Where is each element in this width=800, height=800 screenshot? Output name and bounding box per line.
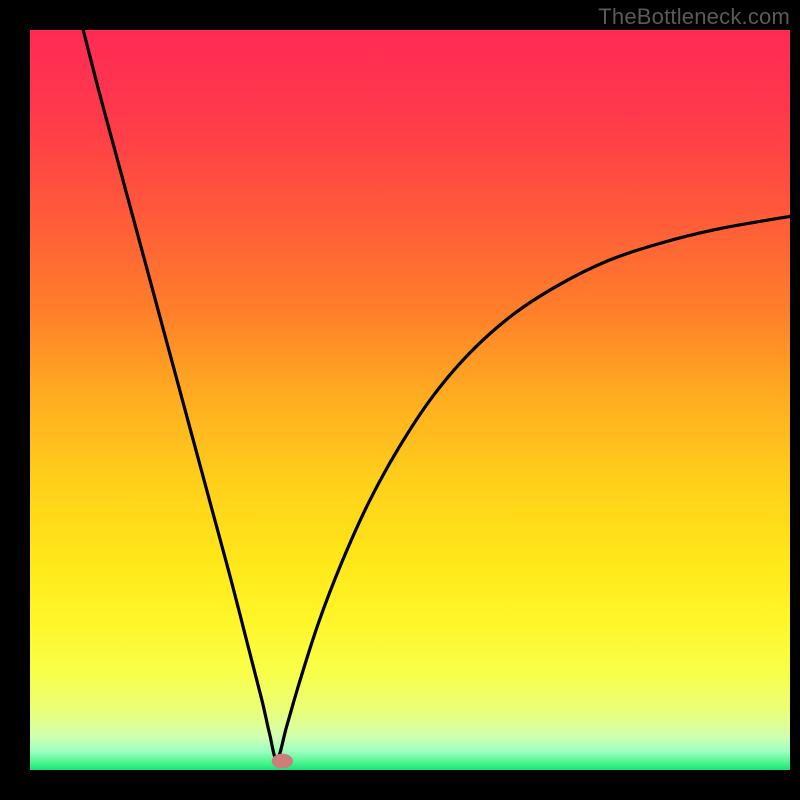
chart-container: TheBottleneck.com — [0, 0, 800, 800]
chart-svg — [0, 0, 800, 800]
plot-gradient-background — [30, 30, 790, 770]
watermark-text: TheBottleneck.com — [598, 4, 790, 30]
min-point-marker — [272, 754, 293, 769]
